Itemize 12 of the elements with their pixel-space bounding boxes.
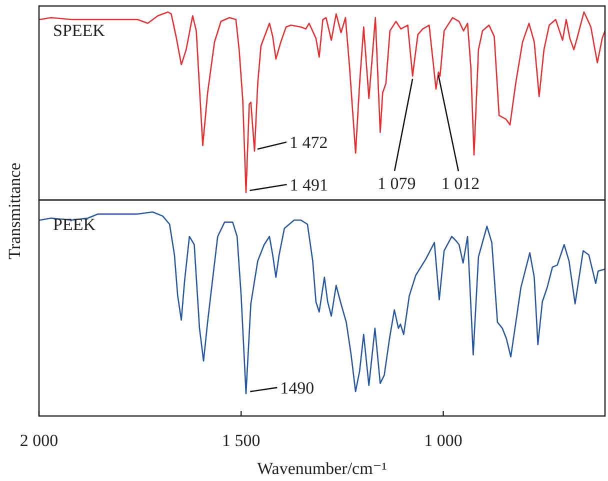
y-axis-title: Transmittance: [5, 162, 24, 260]
annotation: 1490: [280, 378, 314, 398]
annotation: 1 472: [289, 133, 328, 152]
x-tick-label: 1 000: [424, 431, 462, 450]
annotation: 1 012: [441, 174, 480, 194]
x-tick-label: 2 000: [20, 431, 58, 450]
annotation: 1 491: [290, 175, 328, 194]
text: SPEEK: [53, 21, 106, 40]
chart-title: PEEK: [53, 215, 96, 234]
annotation: 1 079: [378, 174, 416, 193]
x-tick-label: 1 500: [222, 431, 260, 450]
x-axis-title: Wavenumber/cm⁻¹: [257, 459, 387, 478]
